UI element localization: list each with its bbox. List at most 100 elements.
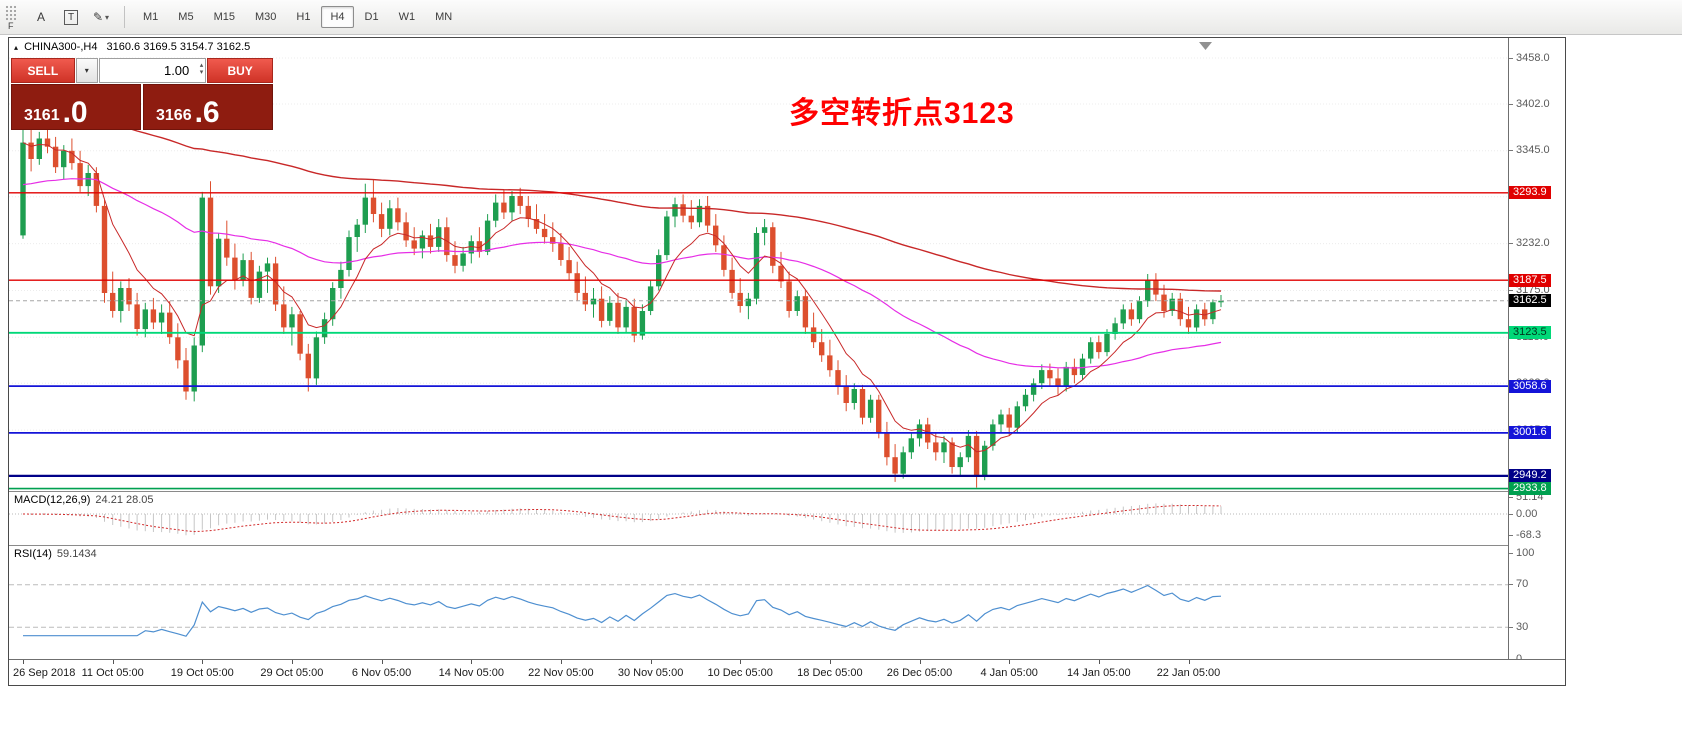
time-axis-label: 14 Nov 05:00: [438, 667, 505, 679]
one-click-trading-panel: SELL ▾ 1.00 ▴ ▾ BUY 3161 .0 3166 .6: [11, 58, 274, 130]
macd-pane-canvas[interactable]: [9, 491, 1508, 545]
support-level-badge: 2949.2: [1509, 469, 1551, 483]
support-level-badge: 2933.8: [1509, 482, 1551, 496]
sell-price-dec: .0: [62, 95, 88, 129]
resistance-level-badge: 3293.9: [1509, 186, 1551, 200]
time-axis-tick: [1009, 660, 1011, 664]
toolbar-drag-handle[interactable]: [5, 5, 16, 21]
buy-price-int: 3166: [156, 107, 192, 124]
collapse-arrow-icon[interactable]: ▴: [14, 43, 19, 52]
text-tool-button[interactable]: T: [58, 5, 84, 29]
timeframe-d1[interactable]: D1: [364, 11, 379, 23]
rsi-label: RSI(14) 59.1434: [14, 548, 97, 560]
macd-name: MACD(12,26,9): [14, 494, 91, 506]
time-axis-label: 18 Dec 05:00: [797, 667, 863, 679]
price-tick-label: 3458.0: [1509, 51, 1550, 64]
toolbar: F A T ✎ ▾ M1 M5 M15 M30 H1 H4 D1 W1 MN: [0, 0, 1682, 35]
timeframe-m1[interactable]: M1: [143, 11, 159, 23]
timeframe-h4[interactable]: H4: [321, 6, 354, 28]
pane-separator[interactable]: [9, 545, 1565, 546]
main-chart-canvas[interactable]: [9, 38, 1508, 491]
time-axis-label: 26 Sep 2018: [13, 667, 76, 679]
time-axis-label: 29 Oct 05:00: [260, 667, 324, 679]
rsi-name: RSI(14): [14, 548, 52, 560]
cursor-tool-label: A: [36, 10, 45, 24]
volume-dropdown[interactable]: ▾: [75, 58, 98, 83]
pivot-level-badge: 3123.5: [1509, 326, 1551, 340]
symbol-name: CHINA300-,H4: [24, 41, 98, 53]
symbol-header: ▴ CHINA300-,H4 3160.6 3169.5 3154.7 3162…: [14, 41, 250, 53]
rsi-pane-canvas[interactable]: [9, 545, 1508, 659]
volume-stepper[interactable]: ▴ ▾: [200, 62, 204, 76]
pane-separator[interactable]: [9, 491, 1565, 492]
ohlc-values: 3160.6 3169.5 3154.7 3162.5: [106, 41, 251, 53]
macd-axis-label: 0.00: [1508, 507, 1538, 520]
time-axis-label: 22 Jan 05:00: [1156, 667, 1221, 679]
step-down-icon[interactable]: ▾: [199, 69, 204, 76]
time-axis-tick: [560, 660, 562, 664]
time-axis-tick: [650, 660, 652, 664]
time-axis-label: 6 Nov 05:00: [351, 667, 412, 679]
toolbar-separator: [124, 6, 125, 28]
sell-price-int: 3161: [24, 107, 60, 124]
price-tick-label: 3175.0: [1509, 284, 1550, 296]
time-axis-tick: [202, 660, 204, 664]
timeframe-m15[interactable]: M15: [213, 11, 235, 23]
chevron-down-icon: ▾: [84, 66, 89, 75]
buy-price-display[interactable]: 3166 .6: [143, 84, 273, 130]
time-axis-tick: [112, 660, 114, 664]
sell-price-display[interactable]: 3161 .0: [11, 84, 141, 130]
sell-button[interactable]: SELL: [11, 58, 75, 83]
resistance-level-badge: 3187.5: [1509, 273, 1551, 287]
cursor-tool-button[interactable]: A: [28, 5, 54, 29]
time-axis-label: 26 Dec 05:00: [886, 667, 953, 679]
timeframe-m5[interactable]: M5: [178, 11, 194, 23]
buy-price-dec: .6: [194, 95, 220, 129]
rsi-axis-label: 70: [1508, 578, 1529, 591]
time-axis-label: 10 Dec 05:00: [707, 667, 773, 679]
current-price-badge: 3162.5: [1509, 294, 1551, 308]
timeframe-w1[interactable]: W1: [398, 11, 416, 23]
timeframe-m30[interactable]: M30: [254, 11, 277, 23]
time-axis-label: 11 Oct 05:00: [81, 667, 144, 679]
macd-label: MACD(12,26,9) 24.21 28.05: [14, 494, 154, 506]
buy-button[interactable]: BUY: [207, 58, 274, 83]
support-level-badge: 3001.6: [1509, 426, 1551, 440]
timeframe-h1[interactable]: H1: [296, 11, 311, 23]
time-axis-tick: [919, 660, 921, 664]
time-axis-label: 30 Nov 05:00: [617, 667, 684, 679]
text-tool-label: T: [63, 9, 79, 25]
timeframe-mn[interactable]: MN: [435, 11, 453, 23]
macd-axis-label: -68.3: [1508, 529, 1542, 542]
rsi-axis-label: 30: [1508, 620, 1529, 633]
price-tick-label: 3402.0: [1509, 97, 1550, 110]
chart-annotation-text: 多空转折点3123: [789, 97, 1015, 130]
time-axis-label: 14 Jan 05:00: [1066, 667, 1131, 679]
time-axis-tick: [471, 660, 473, 664]
time-axis-tick: [740, 660, 742, 664]
volume-input[interactable]: 1.00 ▴ ▾: [98, 58, 207, 83]
price-tick-label: 3232.0: [1509, 237, 1550, 250]
chart-window: ▴ CHINA300-,H4 3160.6 3169.5 3154.7 3162…: [8, 37, 1566, 686]
draw-tool-button[interactable]: ✎ ▾: [88, 5, 114, 29]
step-up-icon[interactable]: ▴: [199, 62, 204, 69]
support-level-badge: 3058.6: [1509, 379, 1551, 393]
rsi-value: 59.1434: [56, 548, 97, 560]
price-tick-label: 3345.0: [1509, 144, 1550, 157]
rsi-axis-label: 100: [1508, 546, 1535, 559]
volume-value: 1.00: [163, 63, 190, 78]
window-tag-label: F: [8, 21, 14, 31]
time-axis-label: 4 Jan 05:00: [980, 667, 1038, 679]
pencil-icon: ✎: [92, 10, 104, 24]
time-axis-tick: [1188, 660, 1190, 664]
time-axis-tick: [291, 660, 293, 664]
time-axis-tick: [381, 660, 383, 664]
time-axis[interactable]: 26 Sep 2018 11 Oct 05:00 19 Oct 05:00 29 Oc…: [9, 659, 1565, 685]
timeframe-group: M1 M5 M15 M30 H1 H4 D1 W1 MN: [133, 6, 462, 28]
time-axis-label: 22 Nov 05:00: [528, 667, 594, 679]
time-axis-tick: [829, 660, 831, 664]
price-axis[interactable]: 3458.03402.03345.03289.03232.03175.03118…: [1508, 38, 1565, 665]
time-axis-tick: [23, 660, 24, 664]
macd-values: 24.21 28.05: [95, 494, 154, 506]
time-axis-tick: [1098, 660, 1100, 664]
